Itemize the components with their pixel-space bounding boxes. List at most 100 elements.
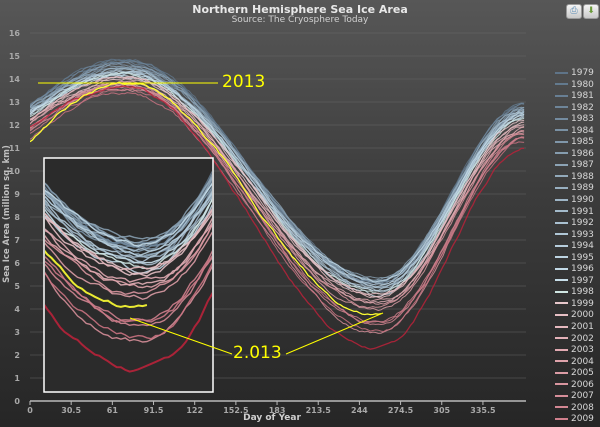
legend-item-1985[interactable]: 1985 xyxy=(555,137,594,149)
legend-swatch xyxy=(555,152,568,155)
legend-swatch xyxy=(555,186,568,189)
legend-label: 1996 xyxy=(571,264,594,275)
legend-label: 1992 xyxy=(571,218,594,229)
legend-item-1996[interactable]: 1996 xyxy=(555,264,594,276)
legend-swatch xyxy=(555,371,568,374)
legend-item-2000[interactable]: 2000 xyxy=(555,310,594,322)
legend-item-1999[interactable]: 1999 xyxy=(555,299,594,311)
legend-label: 2007 xyxy=(571,391,594,402)
legend-label: 1993 xyxy=(571,229,594,240)
legend-item-2008[interactable]: 2008 xyxy=(555,403,594,415)
inset-series xyxy=(45,170,212,373)
series-line-2001 xyxy=(30,76,525,296)
legend-item-1994[interactable]: 1994 xyxy=(555,241,594,253)
legend-item-2006[interactable]: 2006 xyxy=(555,380,594,392)
series-line-2011 xyxy=(30,92,525,333)
legend-swatch xyxy=(555,406,568,409)
legend-label: 1988 xyxy=(571,171,594,182)
legend-item-1998[interactable]: 1998 xyxy=(555,287,594,299)
x-tick-label: 122 xyxy=(186,406,203,415)
legend-item-1993[interactable]: 1993 xyxy=(555,230,594,242)
x-tick-label: 0 xyxy=(27,406,33,415)
annotation-2013-inset-leader xyxy=(129,317,233,355)
legend-label: 2005 xyxy=(571,368,594,379)
legend-label: 1981 xyxy=(571,91,594,102)
legend-swatch xyxy=(555,279,568,282)
legend-label: 1997 xyxy=(571,275,594,286)
legend-label: 1979 xyxy=(571,68,594,78)
x-tick-label: 335.5 xyxy=(470,406,496,415)
legend-swatch xyxy=(555,83,568,86)
print-button[interactable]: ⎙ xyxy=(566,4,582,19)
legend-item-2007[interactable]: 2007 xyxy=(555,391,594,403)
x-tick-label: 183 xyxy=(269,406,286,415)
legend-item-1987[interactable]: 1987 xyxy=(555,160,594,172)
legend-item-1992[interactable]: 1992 xyxy=(555,218,594,230)
legend-swatch xyxy=(555,221,568,224)
series-line-2006 xyxy=(30,88,525,309)
annotation-2013-main-leader xyxy=(285,312,384,355)
inset-box-border xyxy=(43,157,214,393)
legend-label: 1994 xyxy=(571,241,594,252)
legend-item-1981[interactable]: 1981 xyxy=(555,91,594,103)
legend-item-1997[interactable]: 1997 xyxy=(555,276,594,288)
x-axis-label: Day of Year xyxy=(243,413,301,423)
legend-item-2005[interactable]: 2005 xyxy=(555,368,594,380)
legend-item-2004[interactable]: 2004 xyxy=(555,357,594,369)
export-button[interactable]: ⬇ xyxy=(583,4,599,19)
legend-item-1979[interactable]: 1979 xyxy=(555,68,594,80)
series-line-1998 xyxy=(30,71,525,295)
download-icon: ⬇ xyxy=(587,6,595,16)
legend-label: 1999 xyxy=(571,298,594,309)
y-tick-label: 10 xyxy=(9,167,21,176)
legend-swatch xyxy=(555,360,568,363)
legend-label: 1982 xyxy=(571,102,594,113)
legend-item-1984[interactable]: 1984 xyxy=(555,126,594,138)
legend-item-1983[interactable]: 1983 xyxy=(555,114,594,126)
legend-label: 2009 xyxy=(571,414,594,425)
y-tick-label: 16 xyxy=(9,29,21,38)
annotation-2013-min-label: 2.013 xyxy=(233,343,282,363)
y-tick-label: 6 xyxy=(14,259,20,268)
legend-swatch xyxy=(555,417,568,420)
legend-label: 1985 xyxy=(571,137,594,148)
legend-item-2001[interactable]: 2001 xyxy=(555,322,594,334)
legend-label: 1995 xyxy=(571,252,594,263)
annotation-2013-label: 2013 xyxy=(222,72,266,92)
legend-label: 1980 xyxy=(571,79,594,90)
legend-item-1988[interactable]: 1988 xyxy=(555,172,594,184)
legend-item-2002[interactable]: 2002 xyxy=(555,334,594,346)
legend-item-1995[interactable]: 1995 xyxy=(555,253,594,265)
legend-swatch xyxy=(555,163,568,166)
legend-item-1986[interactable]: 1986 xyxy=(555,149,594,161)
y-tick-label: 4 xyxy=(14,305,20,314)
legend-label: 1990 xyxy=(571,195,594,206)
legend-label: 1998 xyxy=(571,287,594,298)
legend-item-2009[interactable]: 2009 xyxy=(555,414,594,426)
legend-label: 2002 xyxy=(571,333,594,344)
legend-swatch xyxy=(555,302,568,305)
legend-item-1990[interactable]: 1990 xyxy=(555,195,594,207)
legend-label: 2001 xyxy=(571,322,594,333)
y-tick-label: 15 xyxy=(9,52,21,61)
legend-item-1982[interactable]: 1982 xyxy=(555,103,594,115)
legend-label: 1983 xyxy=(571,114,594,125)
x-tick-label: 152.5 xyxy=(223,406,249,415)
legend-item-2003[interactable]: 2003 xyxy=(555,345,594,357)
legend-swatch xyxy=(555,325,568,328)
legend-item-1980[interactable]: 1980 xyxy=(555,80,594,92)
legend-swatch xyxy=(555,175,568,178)
legend-item-1989[interactable]: 1989 xyxy=(555,183,594,195)
series-line-1995 xyxy=(30,74,525,298)
legend-label: 2003 xyxy=(571,345,594,356)
legend-swatch xyxy=(555,383,568,386)
legend-swatch xyxy=(555,210,568,213)
y-tick-label: 14 xyxy=(9,75,21,84)
y-tick-label: 8 xyxy=(14,213,20,222)
x-tick-label: 30.5 xyxy=(61,406,81,415)
legend-item-1991[interactable]: 1991 xyxy=(555,207,594,219)
y-tick-label: 0 xyxy=(14,397,20,406)
x-tick-label: 213.5 xyxy=(306,406,332,415)
